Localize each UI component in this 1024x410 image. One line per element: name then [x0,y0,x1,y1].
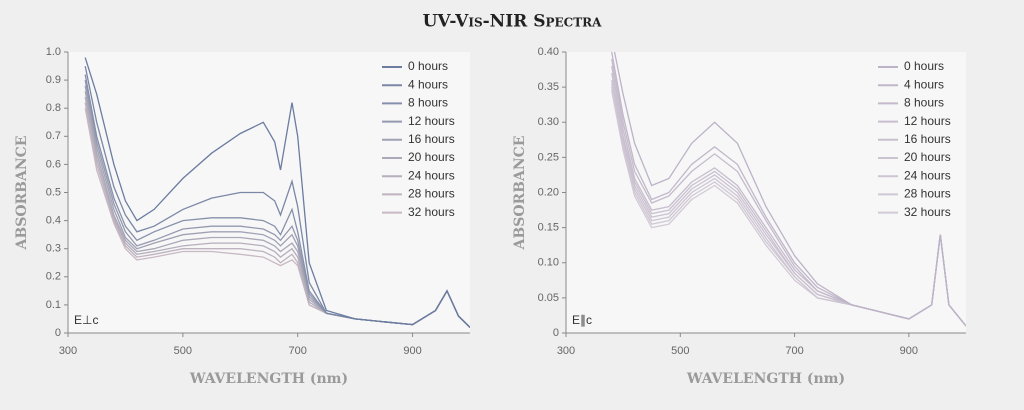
x-axis-label: WAVELENGTH (nm) [686,371,845,387]
x-tick-label: 500 [671,345,689,357]
y-tick-label: 1.0 [46,46,61,58]
series-line [84,57,470,328]
annotation: E⊥c [74,313,98,327]
x-tick-label: 900 [900,345,918,357]
legend-label: 20 hours [904,150,951,164]
legend-label: 12 hours [408,114,455,128]
series-group [611,52,966,327]
y-tick-label: 0.3 [46,243,61,255]
plot-area [566,52,966,333]
chart: 0 0.1 0.2 0.3 0.4 0.5 0.6 0.7 0.8 0.9 1.0 300 500 700… [14,46,470,387]
legend-label: 16 hours [408,132,455,146]
legend-label: 8 hours [408,96,448,110]
x-tick-label: 500 [174,345,192,357]
y-tick-label: 0.9 [46,74,61,86]
legend-label: 12 hours [904,114,951,128]
legend-label: 4 hours [408,77,448,91]
y-tick-label: 0.20 [538,186,559,198]
y-tick-label: 0.35 [538,81,559,93]
series-line [613,52,966,327]
x-axis-label: WAVELENGTH (nm) [189,371,348,387]
y-tick-label: 0.05 [538,292,559,304]
legend-label: 0 hours [408,59,448,73]
y-axis-label: ABSORBANCE [512,136,528,251]
y-tick-label: 0 [553,327,559,339]
y-tick-label: 0.40 [538,46,559,58]
y-tick-label: 0.1 [46,299,61,311]
legend-label: 32 hours [904,205,951,219]
y-tick-label: 0.6 [46,158,61,170]
x-tick-label: 900 [403,345,421,357]
legend-label: 16 hours [904,132,951,146]
legend-label: 24 hours [904,168,951,182]
plot-area [68,52,470,333]
legend-label: 0 hours [904,59,944,73]
x-tick-label: 300 [557,345,575,357]
legend-label: 20 hours [408,150,455,164]
legend-label: 28 hours [408,187,455,201]
y-tick-label: 0.8 [46,102,61,114]
y-tick-label: 0.30 [538,116,559,128]
y-tick-label: 0.5 [46,186,61,198]
x-tick-label: 700 [785,345,803,357]
y-axis-label: ABSORBANCE [14,136,30,251]
chart: 0 0.05 0.10 0.15 0.20 0.25 0.30 0.35 0.40 300 500 7… [512,46,966,387]
legend-label: 28 hours [904,187,951,201]
y-tick-label: 0.4 [46,215,61,227]
legend-label: 24 hours [408,168,455,182]
y-tick-label: 0.15 [538,222,559,234]
y-tick-label: 0.25 [538,151,559,163]
x-tick-label: 700 [289,345,307,357]
legend-label: 8 hours [904,96,944,110]
legend-label: 32 hours [408,205,455,219]
y-tick-label: 0 [55,327,61,339]
y-tick-label: 0.2 [46,271,61,283]
legend-label: 4 hours [904,77,944,91]
x-tick-label: 300 [59,345,77,357]
y-tick-label: 0.7 [46,130,61,142]
figure-title: UV-Vis-NIR Spectra [423,12,603,32]
annotation: E∥c [572,313,592,327]
series-group [84,57,470,328]
y-tick-label: 0.10 [538,257,559,269]
